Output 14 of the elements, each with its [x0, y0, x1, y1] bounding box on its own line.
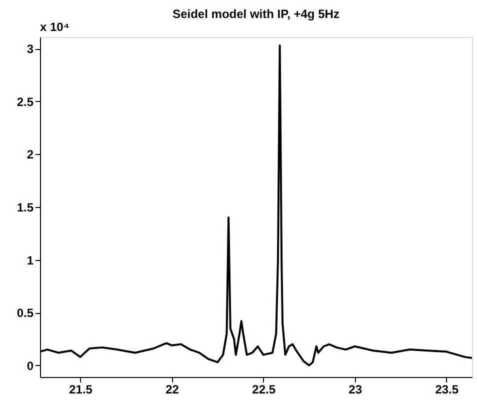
y-tick-label: 1: [26, 253, 34, 268]
x-tick-label: 22.5: [252, 382, 276, 396]
y-tick-label: 0.5: [16, 306, 34, 320]
chart-title: Seidel model with IP, +4g 5Hz: [172, 7, 340, 21]
x-tick-label: 22: [166, 382, 180, 396]
text: x 10⁴: [40, 20, 70, 34]
x-tick-label: 23: [348, 382, 362, 396]
x-tick-label: 21.5: [69, 382, 93, 396]
y-tick-label: 2: [26, 148, 34, 162]
y-tick-label: 1.5: [16, 200, 34, 214]
y-tick-label: 3: [26, 42, 34, 56]
x-tick-label: 23.5: [435, 382, 459, 396]
y-tick-label: 2.5: [16, 94, 34, 109]
y-tick-label: 0: [26, 358, 34, 373]
